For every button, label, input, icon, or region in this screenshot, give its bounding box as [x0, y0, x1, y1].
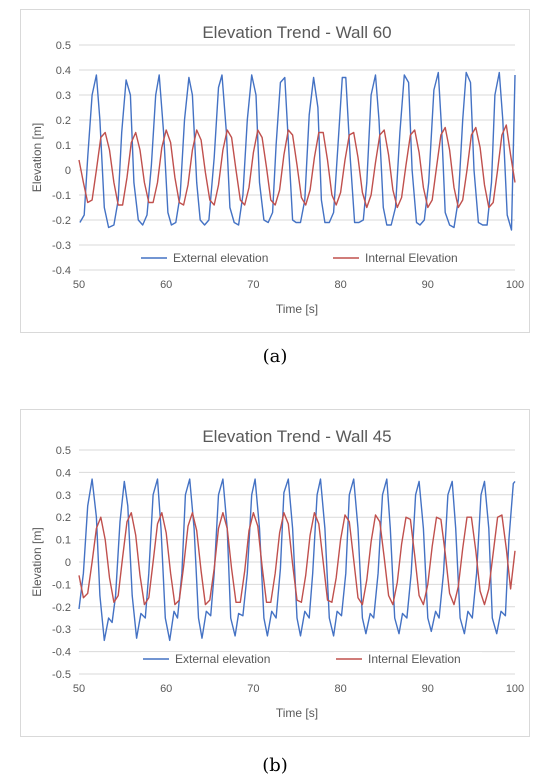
y-tick-label: 0.2 — [56, 115, 71, 127]
y-tick-label: -0.2 — [52, 215, 71, 227]
y-tick-label: 0.1 — [56, 535, 71, 547]
y-tick-label: 0.1 — [56, 140, 71, 152]
legend-label: External elevation — [175, 652, 270, 666]
y-tick-label: 0 — [65, 557, 71, 569]
x-tick-label: 100 — [506, 683, 524, 695]
legend-background — [331, 251, 479, 265]
legend-background — [139, 251, 287, 265]
y-tick-label: -0.1 — [52, 579, 71, 591]
y-tick-label: 0.5 — [56, 40, 71, 52]
y-axis-label: Elevation [m] — [30, 527, 44, 596]
legend-label: Internal Elevation — [368, 652, 461, 666]
x-tick-label: 60 — [160, 683, 172, 695]
caption-a: (a) — [262, 346, 288, 367]
x-tick-label: 50 — [73, 279, 85, 291]
y-tick-label: -0.2 — [52, 602, 71, 614]
y-tick-label: 0.4 — [56, 65, 71, 77]
y-tick-label: -0.5 — [52, 669, 71, 681]
series-line-internal — [78, 124, 516, 209]
chart-title: Elevation Trend - Wall 45 — [202, 427, 391, 446]
legend-background — [334, 652, 482, 666]
y-tick-label: 0.3 — [56, 490, 71, 502]
series-line-internal — [78, 511, 516, 606]
x-tick-label: 70 — [247, 279, 259, 291]
y-tick-label: -0.4 — [52, 265, 71, 277]
caption-b: (b) — [262, 755, 288, 776]
x-tick-label: 90 — [422, 279, 434, 291]
chart-panel-b: Elevation Trend - Wall 45 -0.5 -0.4 -0.3 -0.… — [20, 409, 530, 737]
legend-label: Internal Elevation — [365, 251, 458, 265]
x-tick-label: 60 — [160, 279, 172, 291]
y-tick-label: 0.2 — [56, 512, 71, 524]
y-axis-label: Elevation [m] — [30, 123, 44, 192]
y-tick-label: 0 — [65, 165, 71, 177]
chart-b: Elevation Trend - Wall 45 -0.5 -0.4 -0.3 -0.… — [30, 427, 524, 720]
y-tick-label: -0.4 — [52, 647, 71, 659]
y-tick-label: -0.3 — [52, 240, 71, 252]
x-tick-label: 90 — [422, 683, 434, 695]
y-tick-label: 0.3 — [56, 90, 71, 102]
x-axis-label: Time [s] — [276, 302, 318, 316]
x-tick-label: 100 — [506, 279, 524, 291]
y-tick-label: -0.1 — [52, 190, 71, 202]
legend-background — [141, 652, 289, 666]
y-tick-label: 0.5 — [56, 445, 71, 457]
series-line-external — [78, 478, 516, 642]
chart-a: Elevation Trend - Wall 60 -0.4 -0.3 -0.2 -0.… — [30, 23, 524, 316]
x-tick-label: 50 — [73, 683, 85, 695]
y-tick-label: -0.3 — [52, 624, 71, 636]
chart-panel-a: Elevation Trend - Wall 60 -0.4 -0.3 -0.2 -0.… — [20, 9, 530, 333]
x-axis-label: Time [s] — [276, 706, 318, 720]
y-tick-label: 0.4 — [56, 467, 71, 479]
x-tick-label: 80 — [334, 683, 346, 695]
chart-title: Elevation Trend - Wall 60 — [202, 23, 391, 42]
x-tick-label: 70 — [247, 683, 259, 695]
x-tick-label: 80 — [334, 279, 346, 291]
series-line-external — [79, 71, 516, 231]
legend-label: External elevation — [173, 251, 268, 265]
